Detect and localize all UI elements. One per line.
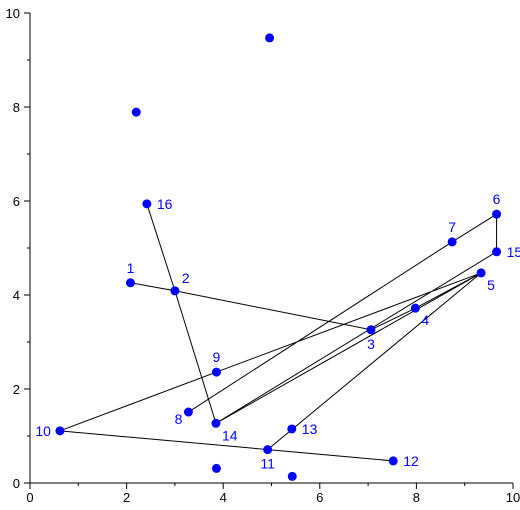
data-point [211, 418, 221, 428]
point-label: 5 [487, 277, 495, 293]
y-tick-label: 4 [13, 288, 20, 303]
path-segment [174, 290, 217, 424]
x-tick-label: 10 [506, 490, 520, 505]
data-point [55, 426, 65, 436]
point-label: 6 [493, 191, 501, 207]
data-point [170, 286, 180, 296]
point-label: 8 [175, 411, 183, 427]
x-tick-label: 6 [316, 490, 323, 505]
point-label: 9 [213, 349, 221, 365]
data-point [410, 303, 420, 313]
data-point [125, 278, 135, 288]
point-label: 15 [507, 244, 520, 260]
y-tick-label: 10 [6, 6, 20, 21]
point-label: 10 [35, 423, 51, 439]
data-point [211, 367, 221, 377]
data-point [492, 247, 502, 257]
point-label: 2 [182, 270, 190, 286]
path-segment [146, 203, 176, 291]
data-points [55, 33, 502, 481]
point-label: 7 [448, 219, 456, 235]
data-point [492, 209, 502, 219]
point-label: 14 [222, 427, 238, 443]
path-polyline [59, 213, 498, 462]
data-point [211, 463, 221, 473]
data-point [388, 456, 398, 466]
axes: 0 2 4 6 8 10 0 2 4 6 8 10 [6, 6, 520, 505]
x-tick-label: 0 [26, 490, 33, 505]
point-label: 13 [302, 421, 318, 437]
x-tick-label: 8 [413, 490, 420, 505]
data-point [287, 471, 297, 481]
x-tick-label: 4 [220, 490, 227, 505]
point-label: 4 [421, 312, 429, 328]
x-tick-label: 2 [123, 490, 130, 505]
path-lines [59, 203, 498, 462]
point-label: 12 [403, 453, 419, 469]
point-label: 3 [367, 336, 375, 352]
y-tick-label: 2 [13, 382, 20, 397]
data-point [287, 424, 297, 434]
data-point [366, 325, 376, 335]
data-point [476, 268, 486, 278]
data-point [131, 107, 141, 117]
data-point [447, 237, 457, 247]
data-point [142, 199, 152, 209]
point-label: 16 [157, 196, 173, 212]
data-point [263, 445, 273, 455]
point-label: 1 [127, 260, 135, 276]
y-tick-label: 0 [13, 476, 20, 491]
y-tick-label: 6 [13, 194, 20, 209]
data-point [265, 33, 275, 43]
data-point [183, 407, 193, 417]
point-label: 11 [260, 456, 275, 472]
y-tick-label: 8 [13, 100, 20, 115]
